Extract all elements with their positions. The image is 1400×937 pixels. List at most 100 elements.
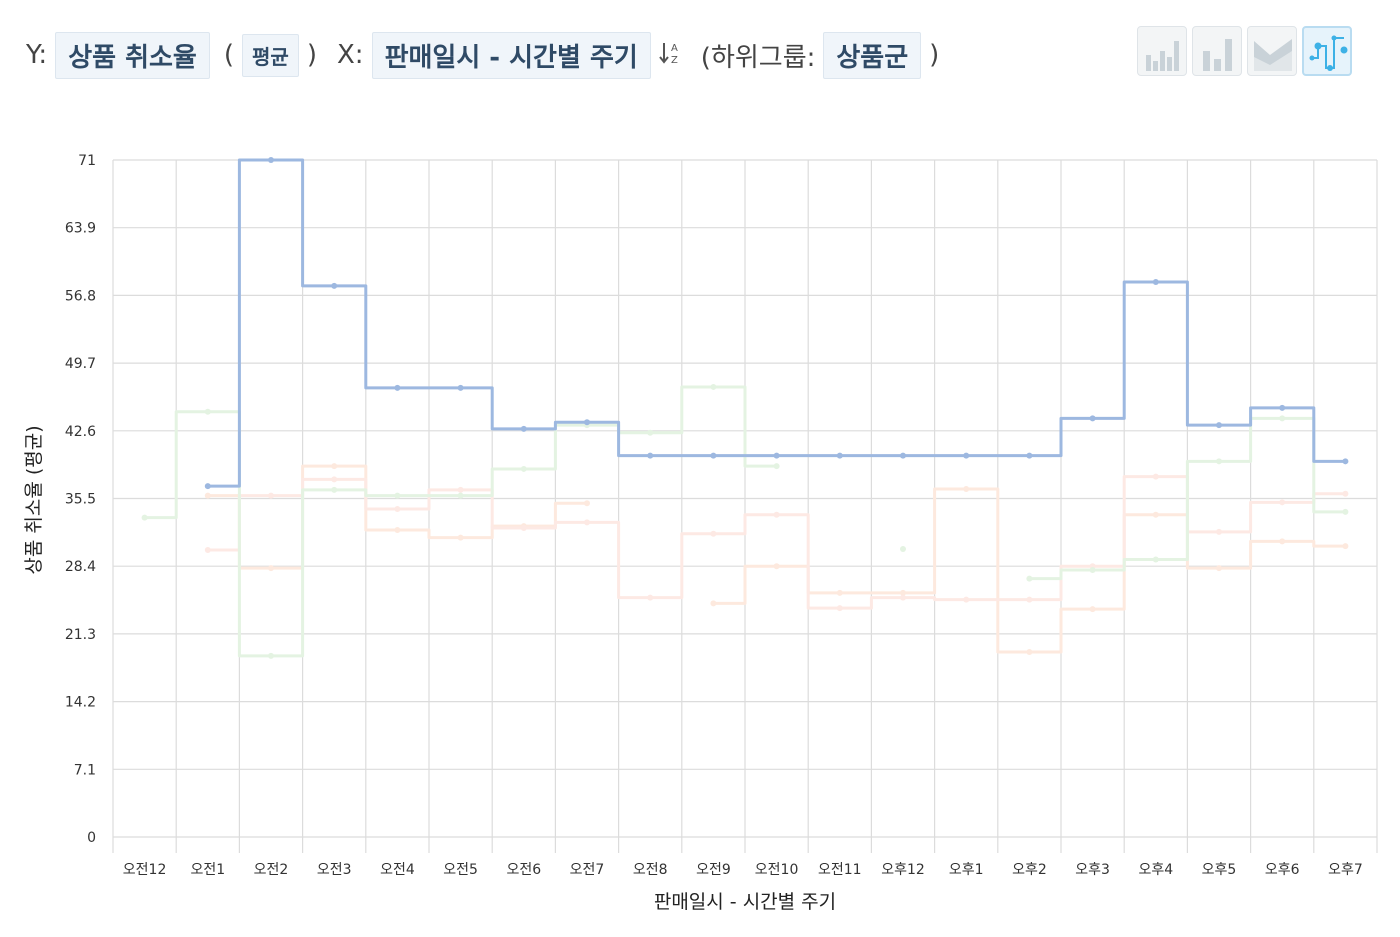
data-point[interactable] xyxy=(773,563,780,570)
data-point[interactable] xyxy=(394,505,401,512)
area-chart-type-button[interactable] xyxy=(1247,26,1297,76)
data-point[interactable] xyxy=(1342,458,1349,465)
data-point[interactable] xyxy=(394,526,401,533)
data-point[interactable] xyxy=(1216,458,1222,465)
data-point[interactable] xyxy=(1152,279,1159,286)
data-point[interactable] xyxy=(520,525,527,532)
step-line-chart-icon xyxy=(1309,35,1348,71)
data-point[interactable] xyxy=(836,452,843,459)
data-point[interactable] xyxy=(963,452,970,459)
x-tick-label: 오전6 xyxy=(506,862,541,878)
data-point[interactable] xyxy=(1216,565,1222,572)
x-tick-label: 오전4 xyxy=(380,862,415,878)
step-line-chart-type-button[interactable] xyxy=(1302,26,1352,76)
x-tick-label: 오전10 xyxy=(755,862,799,878)
data-point[interactable] xyxy=(584,419,590,426)
data-point[interactable] xyxy=(773,452,780,459)
x-tick-label: 오후4 xyxy=(1138,862,1173,878)
data-point[interactable] xyxy=(647,452,654,459)
data-point[interactable] xyxy=(457,492,464,499)
sort-az-icon[interactable]: A Z xyxy=(659,40,681,70)
data-point[interactable] xyxy=(1279,538,1286,545)
series-1 xyxy=(141,383,1349,659)
data-point[interactable] xyxy=(204,408,211,415)
y-field-selector[interactable]: 상품 취소율 xyxy=(55,31,210,79)
data-point[interactable] xyxy=(520,465,527,472)
data-point[interactable] xyxy=(1152,556,1159,563)
data-point[interactable] xyxy=(836,589,843,596)
data-point[interactable] xyxy=(900,546,906,553)
y-tick-label: 0 xyxy=(87,830,96,846)
data-point[interactable] xyxy=(331,463,338,470)
y-tick-label: 14.2 xyxy=(65,695,96,711)
data-point[interactable] xyxy=(268,565,274,572)
data-point[interactable] xyxy=(710,530,717,537)
x-tick-label: 오후5 xyxy=(1202,862,1237,878)
x-tick-label: 오전5 xyxy=(443,862,478,878)
data-point[interactable] xyxy=(773,463,780,470)
data-point[interactable] xyxy=(268,492,274,499)
data-point[interactable] xyxy=(268,652,274,659)
y-tick-label: 63.9 xyxy=(65,221,96,237)
data-point[interactable] xyxy=(1216,528,1222,535)
data-point[interactable] xyxy=(1026,452,1033,459)
aggregation-selector[interactable]: 평균 xyxy=(242,33,299,77)
data-point[interactable] xyxy=(1152,511,1159,518)
data-point[interactable] xyxy=(204,492,211,499)
data-point[interactable] xyxy=(331,486,338,493)
data-point[interactable] xyxy=(710,383,717,390)
data-point[interactable] xyxy=(1279,415,1286,422)
data-point[interactable] xyxy=(710,452,717,459)
data-point[interactable] xyxy=(647,594,654,601)
column-chart-type-button[interactable] xyxy=(1192,26,1242,76)
data-point[interactable] xyxy=(773,511,780,518)
data-point[interactable] xyxy=(900,594,906,601)
data-point[interactable] xyxy=(1089,415,1096,422)
data-point[interactable] xyxy=(584,519,590,526)
data-point[interactable] xyxy=(204,483,211,490)
data-point[interactable] xyxy=(1026,596,1033,603)
subgroup-field-selector[interactable]: 상품군 xyxy=(823,31,922,79)
y-tick-label: 71 xyxy=(78,153,96,169)
data-point[interactable] xyxy=(836,605,843,612)
data-point[interactable] xyxy=(141,514,148,521)
x-tick-label: 오전2 xyxy=(254,862,289,878)
data-point[interactable] xyxy=(331,282,338,289)
y-tick-label: 28.4 xyxy=(65,559,96,575)
data-point[interactable] xyxy=(204,546,211,553)
y-tick-label: 42.6 xyxy=(65,424,96,440)
data-point[interactable] xyxy=(1152,473,1159,480)
data-point[interactable] xyxy=(900,589,906,596)
data-point[interactable] xyxy=(1342,508,1349,515)
data-point[interactable] xyxy=(1089,567,1096,574)
data-point[interactable] xyxy=(963,485,970,492)
x-tick-label: 오전12 xyxy=(123,862,167,878)
data-point[interactable] xyxy=(457,486,464,493)
data-point[interactable] xyxy=(1026,575,1033,582)
data-point[interactable] xyxy=(457,384,464,391)
data-point[interactable] xyxy=(1026,649,1033,656)
series-line xyxy=(144,385,1346,658)
data-point[interactable] xyxy=(457,534,464,541)
data-point[interactable] xyxy=(900,452,906,459)
data-point[interactable] xyxy=(268,157,274,163)
x-field-selector[interactable]: 판매일시 - 시간별 주기 xyxy=(371,31,651,79)
data-point[interactable] xyxy=(1342,543,1349,550)
data-point[interactable] xyxy=(1279,404,1286,411)
data-point[interactable] xyxy=(1279,499,1286,506)
y-tick-label: 35.5 xyxy=(65,492,96,508)
data-point[interactable] xyxy=(1089,606,1096,613)
data-point[interactable] xyxy=(584,500,590,507)
data-point[interactable] xyxy=(710,600,717,607)
chart-series xyxy=(141,157,1349,659)
data-point[interactable] xyxy=(394,492,401,499)
data-point[interactable] xyxy=(394,384,401,391)
data-point[interactable] xyxy=(963,596,970,603)
bar-chart-type-button[interactable] xyxy=(1137,26,1187,76)
data-point[interactable] xyxy=(1216,422,1222,429)
data-point[interactable] xyxy=(1342,490,1349,497)
data-point[interactable] xyxy=(331,476,338,483)
data-point[interactable] xyxy=(647,429,654,436)
data-point[interactable] xyxy=(520,425,527,432)
y-axis-ticks: 0 7.1 14.2 21.3 28.4 35.5 42.6 49.7 56.8 63.9 71 xyxy=(65,153,96,846)
